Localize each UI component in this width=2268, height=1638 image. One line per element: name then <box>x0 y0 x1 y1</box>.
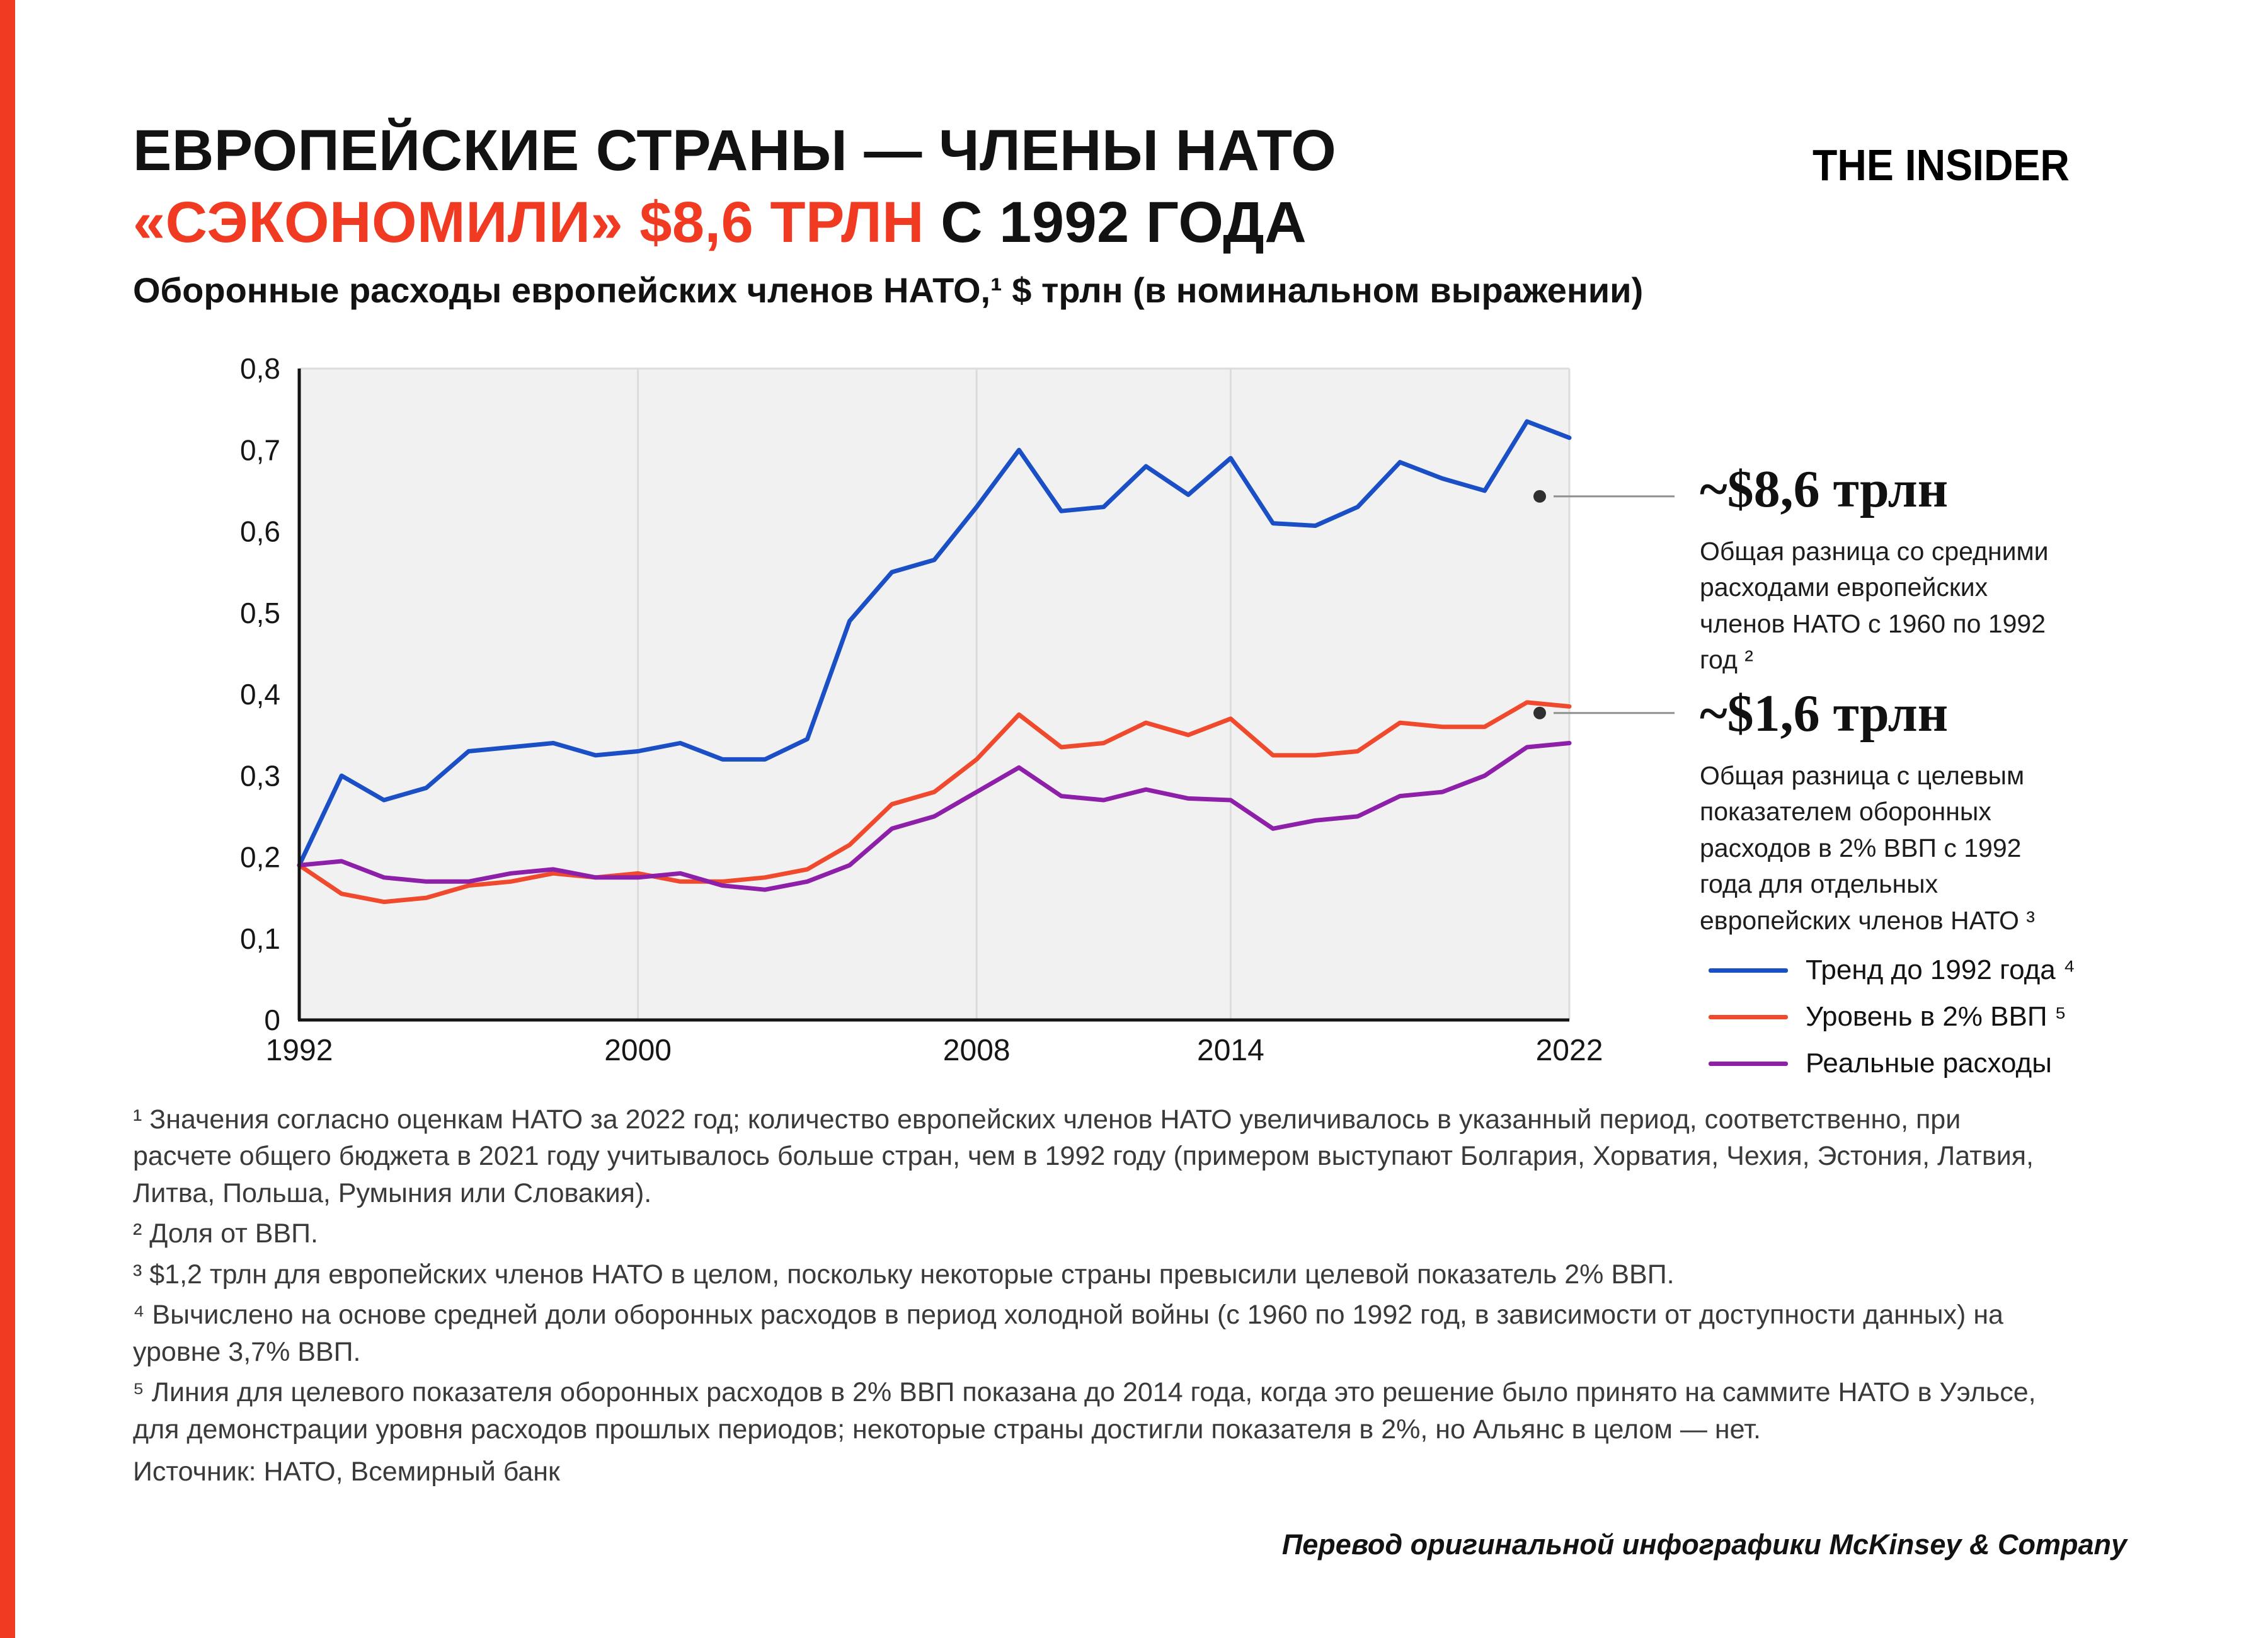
footnote-5: ⁵ Линия для целевого показателя оборонны… <box>133 1377 2036 1445</box>
legend-label: Тренд до 1992 года ⁴ <box>1806 954 2075 985</box>
svg-text:2000: 2000 <box>604 1034 672 1067</box>
accent-bar <box>0 0 15 1638</box>
svg-text:2008: 2008 <box>943 1034 1011 1067</box>
footnote-1: ¹ Значения согласно оценкам НАТО за 2022… <box>133 1104 2034 1208</box>
title-line-1: ЕВРОПЕЙСКИЕ СТРАНЫ — ЧЛЕНЫ НАТО <box>133 118 1337 183</box>
footnote-4: ⁴ Вычислено на основе средней доли оборо… <box>133 1300 2003 1367</box>
svg-text:0,5: 0,5 <box>240 597 280 629</box>
legend-item-actual: Реальные расходы <box>1709 1048 2075 1079</box>
svg-text:0,3: 0,3 <box>240 759 280 792</box>
chart-legend: Тренд до 1992 года ⁴ Уровень в 2% ВВП ⁵ … <box>1709 954 2075 1095</box>
legend-swatch-blue <box>1709 968 1788 973</box>
legend-item-2pct-gdp: Уровень в 2% ВВП ⁵ <box>1709 1001 2075 1032</box>
footnote-3: ³ $1,2 трлн для европейских членов НАТО … <box>133 1259 1675 1290</box>
source-line: Источник: НАТО, Всемирный банк <box>133 1457 560 1487</box>
chart-subtitle: Оборонные расходы европейских членов НАТ… <box>133 270 1644 310</box>
annotation-description: Общая разница с целевым показателем обор… <box>1700 761 2035 935</box>
svg-text:0,7: 0,7 <box>240 433 280 466</box>
title-line-2-highlight: «СЭКОНОМИЛИ» $8,6 ТРЛН <box>133 190 925 255</box>
legend-label: Уровень в 2% ВВП ⁵ <box>1806 1001 2066 1032</box>
annotation-2pct-gap: ~$1,6 трлн Общая разница с целевым показ… <box>1700 683 2103 939</box>
annotation-value: ~$8,6 трлн <box>1700 460 1949 518</box>
svg-text:0: 0 <box>264 1004 280 1036</box>
legend-swatch-red <box>1709 1014 1788 1019</box>
svg-text:0,6: 0,6 <box>240 515 280 548</box>
brand-logo: THE INSIDER <box>1813 140 2070 190</box>
legend-item-trend: Тренд до 1992 года ⁴ <box>1709 954 2075 985</box>
page-title: ЕВРОПЕЙСКИЕ СТРАНЫ — ЧЛЕНЫ НАТО «СЭКОНОМ… <box>133 115 1336 258</box>
svg-text:0,2: 0,2 <box>240 841 280 874</box>
svg-text:0,1: 0,1 <box>240 922 280 955</box>
svg-text:0,4: 0,4 <box>240 678 280 711</box>
footnote-2: ² Доля от ВВП. <box>133 1218 318 1249</box>
svg-text:1992: 1992 <box>266 1034 333 1067</box>
svg-text:0,8: 0,8 <box>240 352 280 385</box>
svg-text:2022: 2022 <box>1536 1034 1603 1067</box>
annotation-value: ~$1,6 трлн <box>1700 684 1949 743</box>
svg-text:2014: 2014 <box>1197 1034 1264 1067</box>
annotation-description: Общая разница со средними расходами евро… <box>1700 537 2049 675</box>
legend-label: Реальные расходы <box>1806 1048 2052 1079</box>
legend-swatch-purple <box>1709 1061 1788 1066</box>
footnotes: ¹ Значения согласно оценкам НАТО за 2022… <box>133 1101 2048 1452</box>
title-line-2-rest: С 1992 ГОДА <box>941 190 1307 255</box>
annotation-total-savings: ~$8,6 трлн Общая разница со средними рас… <box>1700 459 2103 679</box>
credit-line: Перевод оригинальной инфографики McKinse… <box>1281 1528 2127 1561</box>
